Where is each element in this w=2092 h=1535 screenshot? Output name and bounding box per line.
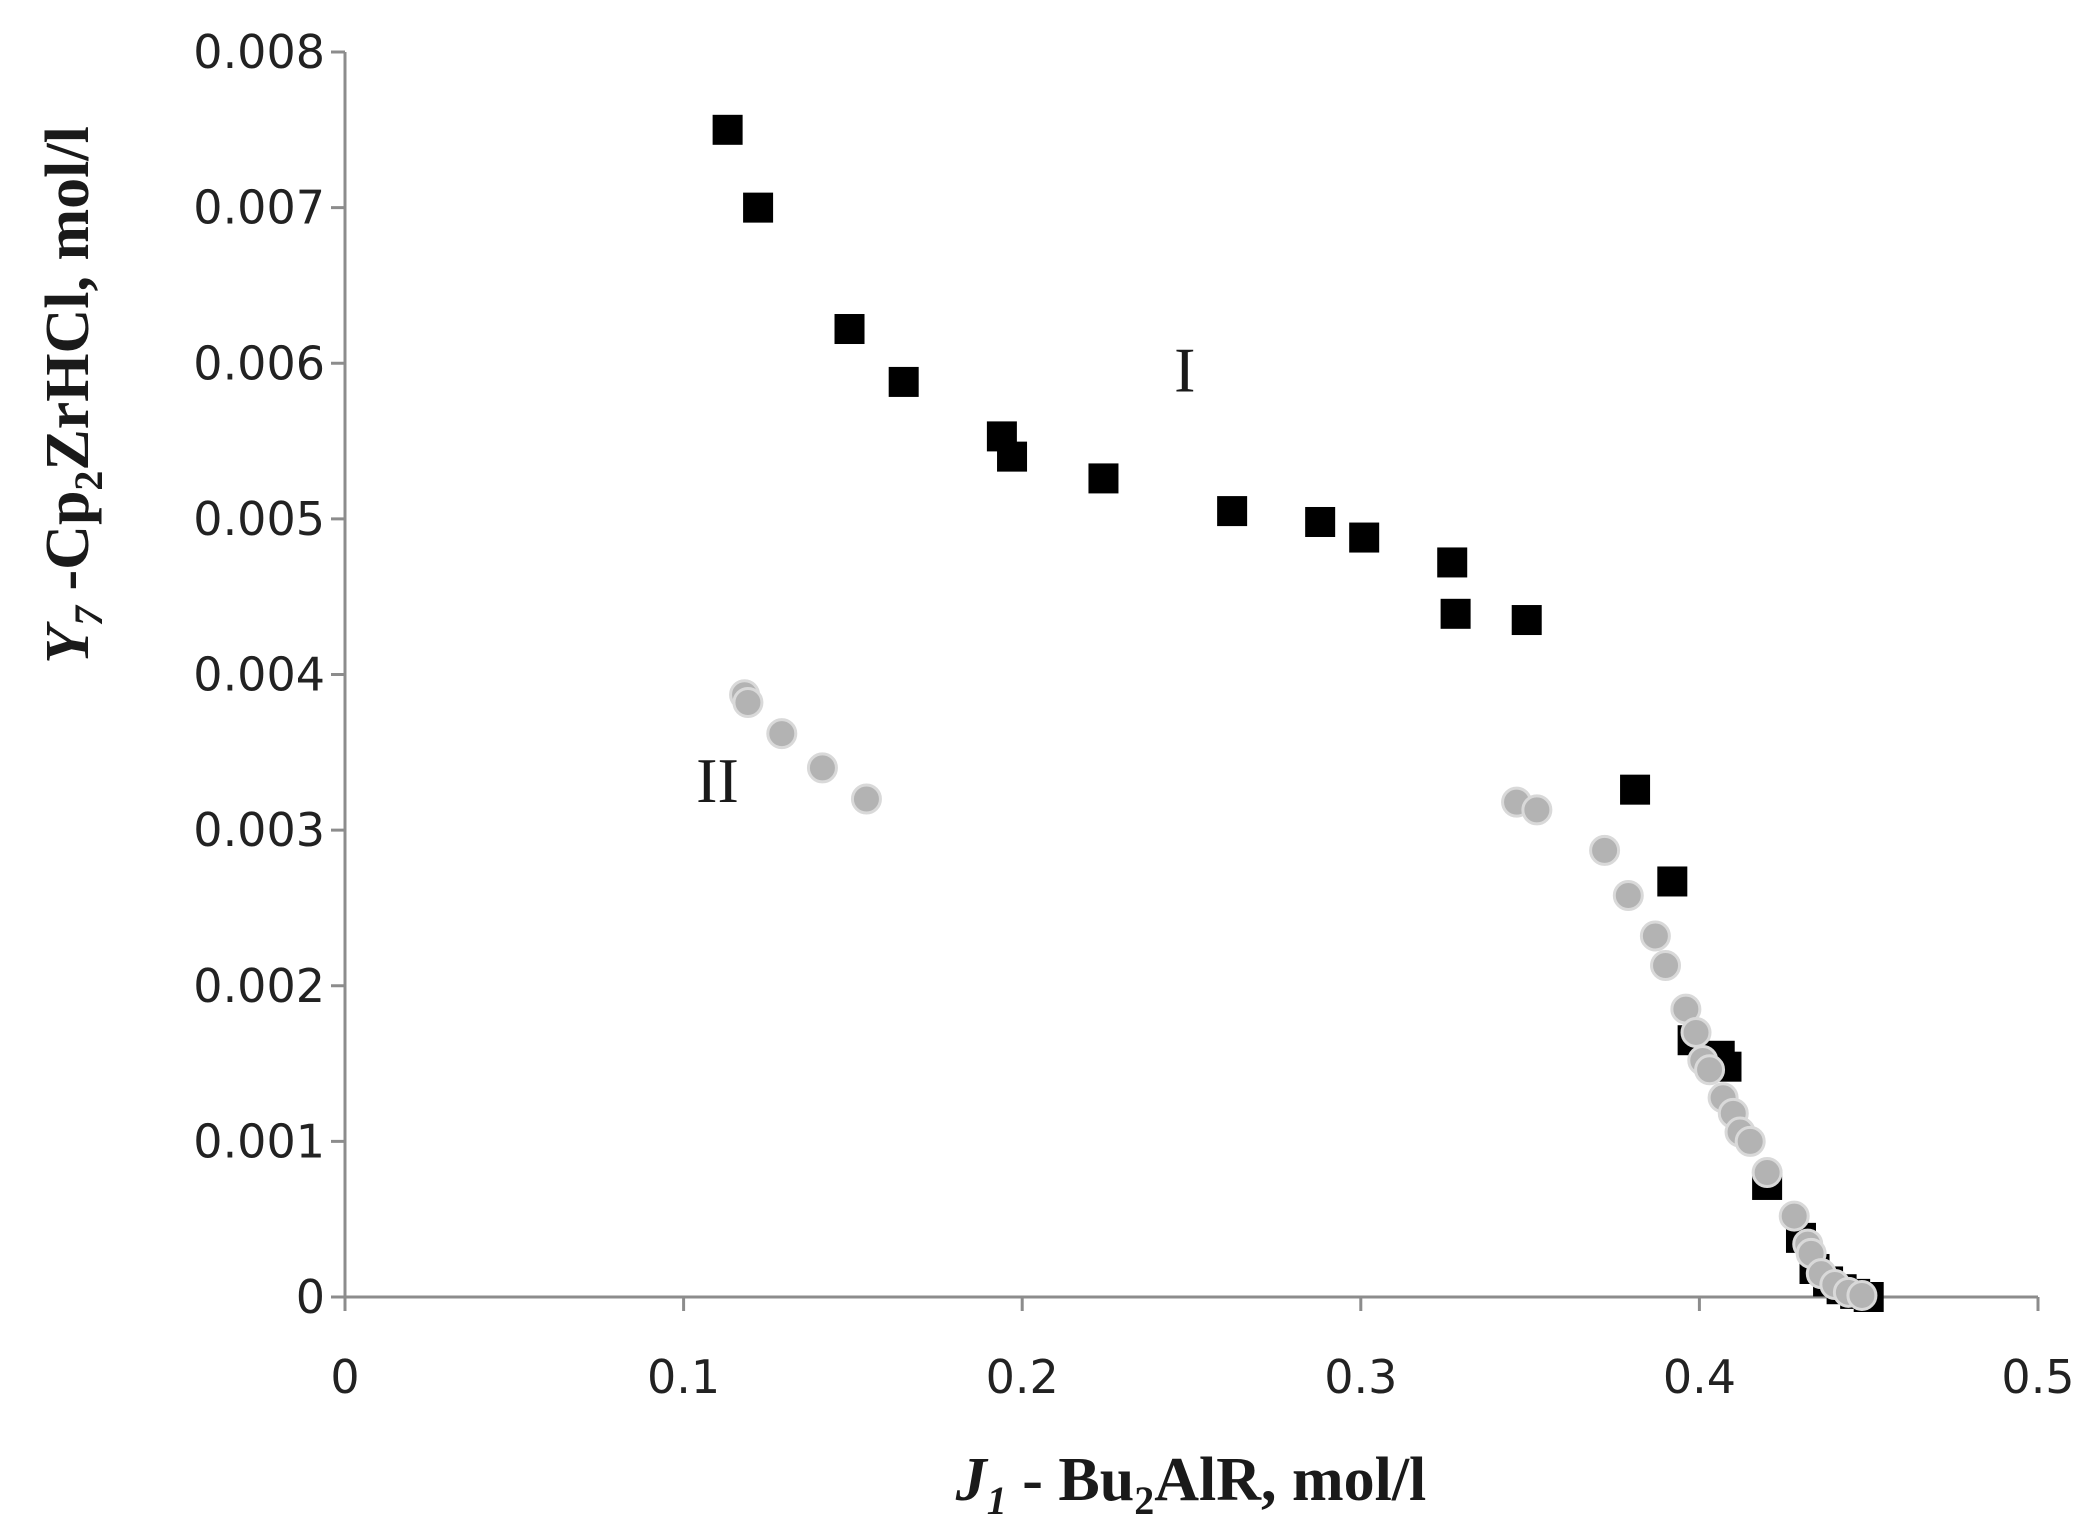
y-tick-label: 0 xyxy=(296,1270,325,1324)
y-tick-label: 0.004 xyxy=(193,648,325,702)
series-I-point xyxy=(1217,496,1248,527)
series-I-point xyxy=(1511,605,1542,636)
y-tick-label: 0.001 xyxy=(193,1114,325,1168)
series-II-point xyxy=(766,718,798,750)
x-axis-title: J1 - Bu2AlR, mol/l xyxy=(955,1446,1427,1523)
y-tick-label: 0.003 xyxy=(193,803,325,857)
x-tick-label: 0.4 xyxy=(1663,1350,1736,1404)
x-axis-title-sub: 2 xyxy=(1134,1478,1154,1523)
series-I-point xyxy=(1657,866,1688,897)
series-I-point xyxy=(1088,463,1119,494)
y-tick-label: 0.002 xyxy=(193,959,325,1013)
y-axis-title-prefix: -Cp xyxy=(34,491,102,606)
series-I-point xyxy=(712,114,743,145)
series-II-point xyxy=(1650,950,1682,982)
y-axis-title-sub: 2 xyxy=(66,471,111,491)
series-label-II: II xyxy=(696,745,739,816)
plot-area: 0 0.001 0.002 0.003 0.004 0.005 0.006 0.007 0.00… xyxy=(193,25,2074,1404)
series-II-point xyxy=(1751,1157,1783,1188)
series-I-point xyxy=(1440,598,1471,629)
x-tick-label: 0.2 xyxy=(986,1350,1059,1404)
series-I-point xyxy=(888,366,919,397)
series-label-I: I xyxy=(1174,334,1195,405)
series-I-point xyxy=(1437,547,1468,578)
series-II-point xyxy=(1680,1016,1712,1048)
series-I-point xyxy=(743,192,774,223)
y-tick-label: 0.005 xyxy=(193,492,325,546)
y-axis-title-symbol: Y xyxy=(34,621,102,664)
x-axis-title-prefix: - Bu xyxy=(1007,1446,1134,1514)
x-tick-label: 0.5 xyxy=(2001,1350,2074,1404)
series-II-point xyxy=(1778,1200,1810,1232)
series-I-point xyxy=(997,441,1028,472)
series-II-point xyxy=(1521,794,1553,826)
y-axis-title-suffix: ZrHCl, mol/l xyxy=(34,126,102,470)
x-axis-title-symbol-sub: 1 xyxy=(987,1478,1007,1523)
series-II-point xyxy=(1612,879,1644,911)
series-II-point xyxy=(1639,920,1671,952)
series-I-point xyxy=(1620,774,1651,805)
x-tick-label: 0.3 xyxy=(1324,1350,1397,1404)
x-tick-label: 0.1 xyxy=(647,1350,720,1404)
y-tick-label: 0.007 xyxy=(193,181,325,235)
annotations: III xyxy=(696,334,1195,816)
y-tick-label: 0.006 xyxy=(193,336,325,390)
x-axis-title-suffix: AlR, mol/l xyxy=(1154,1446,1426,1514)
series-I-point xyxy=(1349,522,1380,553)
series-II-point xyxy=(1694,1054,1726,1086)
series-I-points xyxy=(712,114,1884,1312)
x-tick-label: 0 xyxy=(330,1350,359,1404)
y-tick-label: 0.008 xyxy=(193,25,325,79)
y-ticks: 0 0.001 0.002 0.003 0.004 0.005 0.006 0.007 0.00… xyxy=(193,25,345,1324)
series-II-points xyxy=(729,679,1878,1311)
series-II-point xyxy=(1589,834,1621,866)
series-I-point xyxy=(834,314,865,345)
series-II-point xyxy=(732,687,764,719)
x-axis-title-symbol: J xyxy=(955,1446,989,1514)
y-axis-title-symbol-sub: 7 xyxy=(66,604,111,626)
series-II-point xyxy=(1846,1279,1878,1311)
series-II-point xyxy=(806,752,838,784)
x-ticks: 0 0.1 0.2 0.3 0.4 0.5 xyxy=(330,1297,2075,1404)
y-axis-title: Y7 -Cp2ZrHCl, mol/l xyxy=(34,126,111,664)
series-II-point xyxy=(850,783,882,815)
series-II-point xyxy=(1734,1125,1766,1157)
series-I-point xyxy=(1305,506,1336,537)
